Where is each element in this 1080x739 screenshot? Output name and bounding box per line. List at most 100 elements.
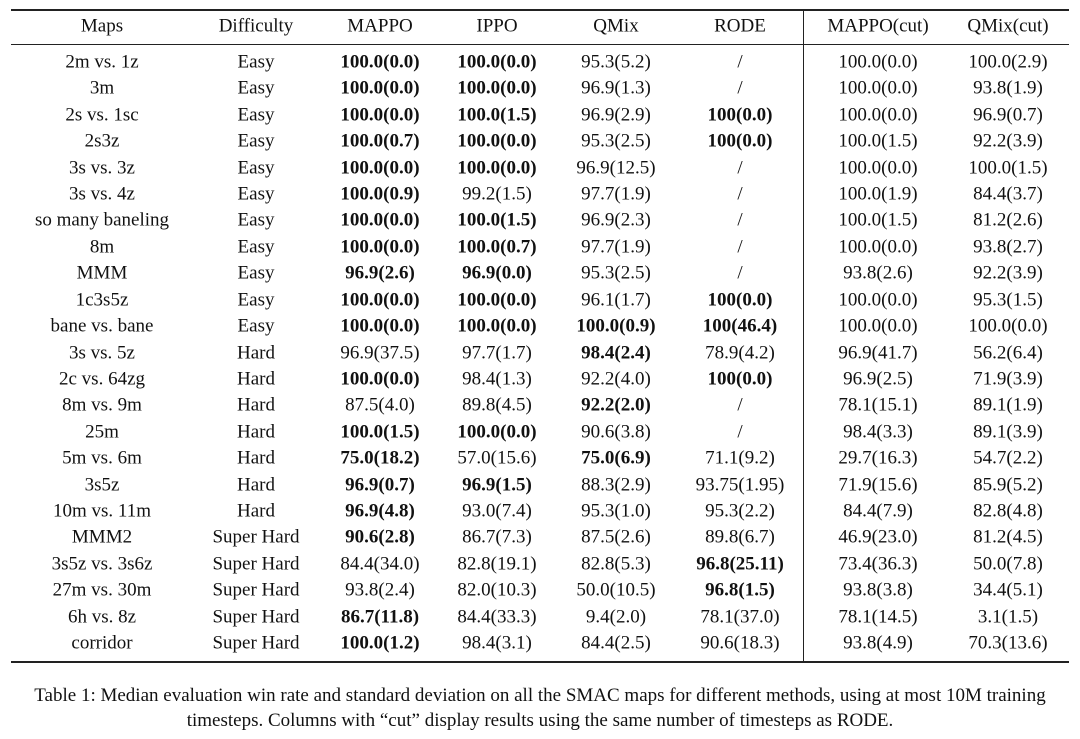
column-header: QMix(cut) — [967, 15, 1049, 37]
table-cell: 3m — [89, 77, 115, 99]
table-cell: bane vs. bane — [50, 315, 154, 337]
table-cell: 89.1(3.9) — [973, 421, 1043, 443]
table-cell: 96.9(0.7) — [973, 104, 1043, 126]
column-header: MAPPO — [347, 15, 413, 37]
header-rule — [11, 44, 1069, 45]
table-cell: / — [737, 209, 743, 231]
table-cell: 9.4(2.0) — [585, 606, 647, 628]
table-cell: 99.2(1.5) — [462, 183, 532, 205]
table-cell: 75.0(18.2) — [340, 447, 420, 469]
table-cell: Super Hard — [212, 632, 300, 654]
table-cell: 100.0(1.5) — [838, 209, 918, 231]
table-cell: 97.7(1.9) — [581, 183, 651, 205]
table-cell: / — [737, 77, 743, 99]
table-cell: 88.3(2.9) — [581, 474, 651, 496]
table-cell: 100.0(2.9) — [968, 51, 1048, 73]
table-cell: 84.4(3.7) — [973, 183, 1043, 205]
table-cell: 95.3(1.0) — [581, 500, 651, 522]
table-cell: 100.0(1.9) — [838, 183, 918, 205]
table-cell: 100.0(0.0) — [838, 77, 918, 99]
table-cell: 100.0(0.0) — [457, 421, 537, 443]
table-cell: 92.2(3.9) — [973, 262, 1043, 284]
table-cell: 78.1(14.5) — [838, 606, 918, 628]
table-cell: 100(0.0) — [707, 130, 773, 152]
table-cell: Hard — [237, 474, 275, 496]
table-cell: 78.9(4.2) — [705, 342, 775, 363]
table-cell: 89.8(6.7) — [705, 526, 775, 548]
column-divider — [803, 10, 804, 662]
table-cell: 100.0(0.0) — [968, 315, 1048, 337]
top-rule — [11, 9, 1069, 11]
table-cell: 46.9(23.0) — [838, 526, 918, 548]
table-cell: Super Hard — [212, 579, 300, 601]
table-cell: Easy — [237, 289, 275, 311]
table-cell: 100(0.0) — [707, 368, 773, 390]
table-cell: 84.4(2.5) — [581, 632, 651, 654]
table-cell: 6h vs. 8z — [67, 606, 137, 628]
table-cell: corridor — [71, 632, 133, 654]
table-cell: 100.0(1.5) — [340, 421, 420, 443]
table-cell: 100.0(0.0) — [838, 315, 918, 337]
table-cell: 81.2(4.5) — [973, 526, 1043, 548]
table-cell: 82.8(19.1) — [457, 553, 537, 575]
table-cell: 100.0(0.0) — [340, 51, 420, 73]
table-cell: 71.1(9.2) — [705, 447, 775, 469]
table-cell: 75.0(6.9) — [581, 447, 651, 469]
table-cell: 95.3(1.5) — [973, 289, 1043, 311]
table-cell: 84.4(34.0) — [340, 553, 420, 575]
table-cell: 98.4(3.1) — [462, 632, 532, 654]
table-cell: 96.9(0.0) — [462, 262, 532, 284]
table-cell: Hard — [237, 421, 275, 443]
table-cell: 100.0(0.0) — [340, 368, 420, 390]
table-cell: 100.0(0.0) — [457, 315, 537, 337]
table-cell: Hard — [237, 394, 275, 416]
table-cell: 93.8(3.8) — [843, 579, 913, 601]
table-cell: 100.0(0.0) — [457, 51, 537, 73]
column-header: QMix — [593, 15, 639, 37]
table-cell: 100.0(0.0) — [838, 236, 918, 258]
table-cell: 97.7(1.9) — [581, 236, 651, 258]
table-cell: Easy — [237, 104, 275, 126]
table-cell: 93.8(2.4) — [345, 579, 415, 601]
table-cell: 100(46.4) — [702, 315, 778, 337]
table-cell: 3s5z — [84, 474, 120, 496]
table-cell: 92.2(4.0) — [581, 368, 651, 390]
table-cell: 98.4(1.3) — [462, 368, 532, 390]
table-cell: 93.8(1.9) — [973, 77, 1043, 99]
table-cell: 89.1(1.9) — [973, 394, 1043, 416]
table-cell: 100.0(0.9) — [576, 315, 656, 337]
table-cell: Super Hard — [212, 526, 300, 548]
table-cell: 97.7(1.7) — [462, 342, 532, 363]
bottom-rule — [11, 661, 1069, 663]
table-cell: 82.8(5.3) — [581, 553, 651, 575]
table-cell: Hard — [237, 447, 275, 469]
table-cell: Easy — [237, 157, 275, 179]
table-cell: 96.8(1.5) — [705, 579, 775, 601]
table-cell: Easy — [237, 130, 275, 152]
table-cell: 100.0(0.0) — [340, 236, 420, 258]
table-cell: 93.8(2.7) — [973, 236, 1043, 258]
table-cell: 3s vs. 3z — [69, 157, 135, 179]
table-cell: 3s vs. 4z — [69, 183, 135, 205]
column-header: IPPO — [476, 15, 518, 37]
table-cell: 92.2(2.0) — [581, 394, 651, 416]
table-cell: 50.0(7.8) — [973, 553, 1043, 575]
table-cell: 100.0(0.0) — [340, 104, 420, 126]
table-cell: 96.9(2.9) — [581, 104, 651, 126]
table-cell: 100.0(0.7) — [340, 130, 420, 152]
table-cell: 29.7(16.3) — [838, 447, 918, 469]
table-cell: 93.8(4.9) — [843, 632, 913, 654]
column-header: MAPPO(cut) — [827, 15, 929, 37]
table-cell: Super Hard — [212, 553, 300, 575]
table-cell: / — [737, 394, 743, 416]
table-cell: 100.0(1.2) — [340, 632, 420, 654]
table-cell: 78.1(15.1) — [838, 394, 918, 416]
table-cell: 98.4(2.4) — [581, 342, 651, 363]
table-cell: 95.3(5.2) — [581, 51, 651, 73]
table-cell: 96.9(37.5) — [340, 342, 420, 363]
table-cell: 100.0(0.0) — [457, 77, 537, 99]
table-cell: 3s5z vs. 3s6z — [51, 553, 153, 575]
table-cell: / — [737, 183, 743, 205]
table-cell: 2s vs. 1sc — [65, 104, 139, 126]
